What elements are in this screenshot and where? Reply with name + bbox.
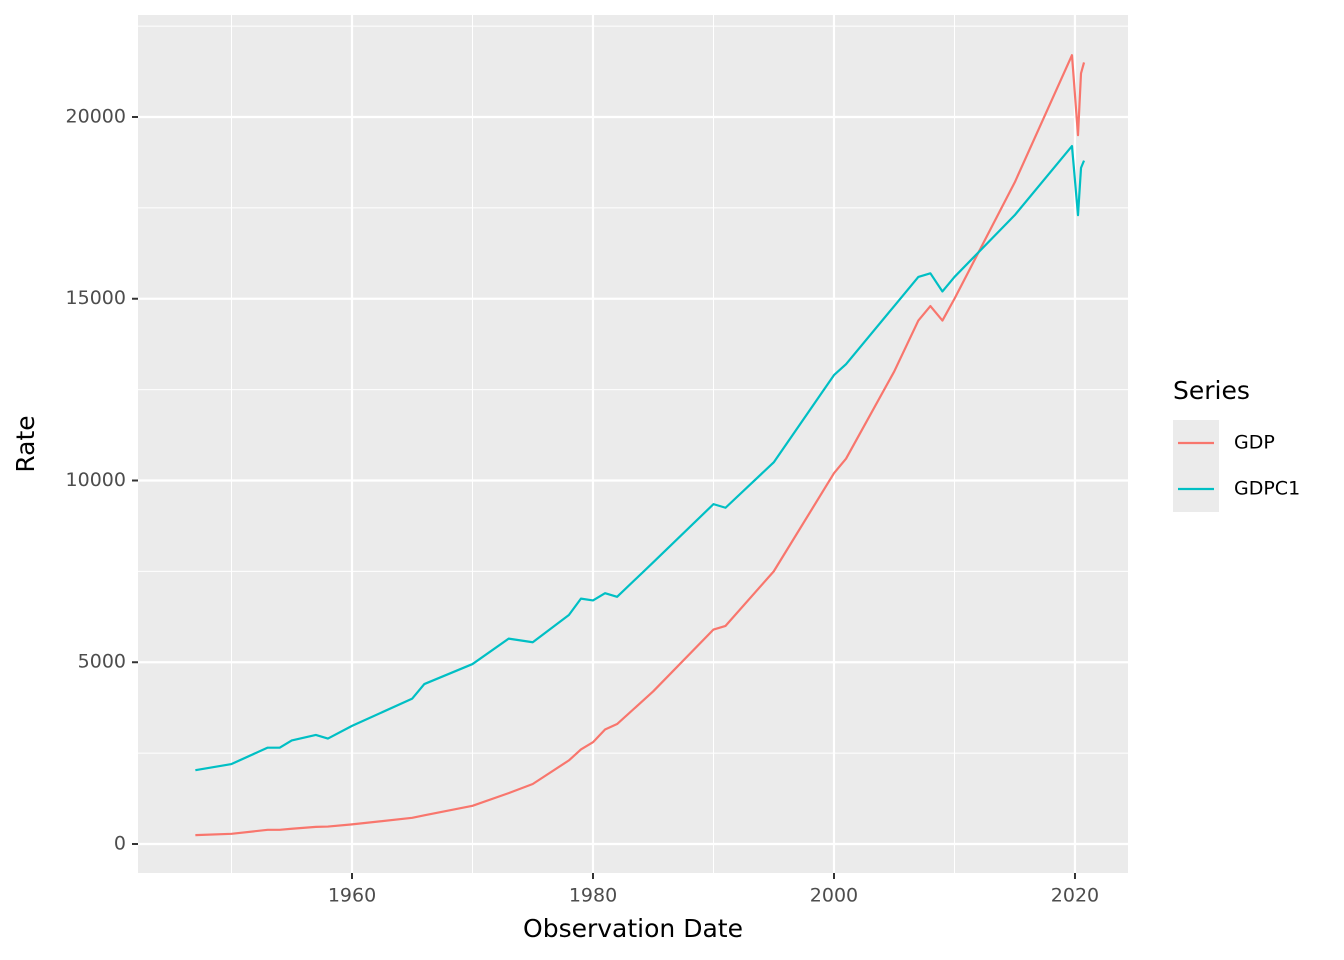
y-tick-label: 10000 [66,469,126,491]
x-axis-title: Observation Date [523,914,743,943]
grid [138,15,1128,873]
series-line [195,144,1086,772]
y-tick-label: 0 [114,832,126,854]
legend-label: GDP [1234,432,1275,454]
x-tick-label: 1960 [328,885,376,907]
series-line [195,54,1086,837]
legend: GDP GDPC1 [1173,420,1300,512]
lines [195,54,1086,837]
y-axis-title: Rate [11,415,40,472]
x-tick-label: 2000 [810,885,858,907]
legend-title: Series [1173,376,1250,405]
x-tick-label: 1980 [569,885,617,907]
legend-label: GDPC1 [1234,478,1300,500]
y-tick-label: 15000 [66,287,126,309]
y-tick-label: 5000 [78,651,126,673]
y-tick-label: 20000 [66,105,126,127]
panel [138,15,1128,873]
x-tick-label: 2020 [1051,885,1099,907]
